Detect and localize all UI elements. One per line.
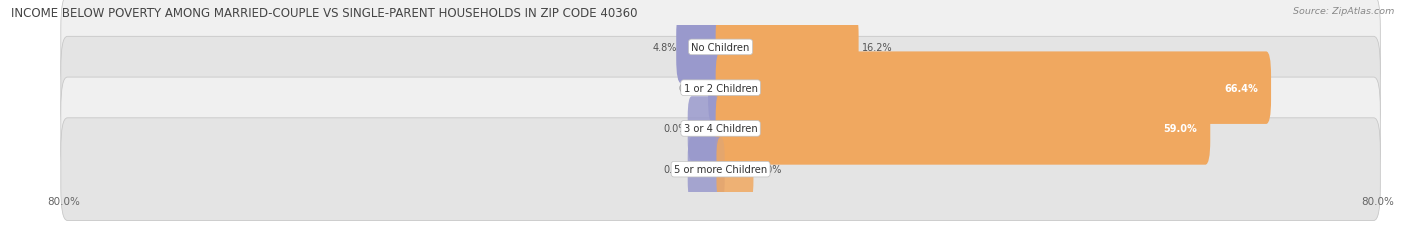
FancyBboxPatch shape [60,0,1381,99]
FancyBboxPatch shape [716,52,1271,124]
Text: 1 or 2 Children: 1 or 2 Children [683,83,758,93]
Text: Source: ZipAtlas.com: Source: ZipAtlas.com [1294,7,1395,16]
Text: 5 or more Children: 5 or more Children [673,164,768,174]
Text: 4.8%: 4.8% [652,43,678,53]
FancyBboxPatch shape [717,137,754,201]
Text: 0.92%: 0.92% [678,83,709,93]
Text: 16.2%: 16.2% [862,43,893,53]
FancyBboxPatch shape [60,37,1381,139]
FancyBboxPatch shape [716,93,1211,165]
FancyBboxPatch shape [688,137,724,201]
Text: 3 or 4 Children: 3 or 4 Children [683,124,758,134]
FancyBboxPatch shape [60,118,1381,221]
Text: 0.0%: 0.0% [664,124,688,134]
FancyBboxPatch shape [688,97,724,161]
Text: 59.0%: 59.0% [1163,124,1197,134]
FancyBboxPatch shape [676,12,725,84]
FancyBboxPatch shape [709,52,725,124]
Text: 0.0%: 0.0% [758,164,782,174]
Text: 0.0%: 0.0% [664,164,688,174]
FancyBboxPatch shape [60,78,1381,180]
Text: 66.4%: 66.4% [1225,83,1258,93]
Text: No Children: No Children [692,43,749,53]
FancyBboxPatch shape [716,12,859,84]
Text: INCOME BELOW POVERTY AMONG MARRIED-COUPLE VS SINGLE-PARENT HOUSEHOLDS IN ZIP COD: INCOME BELOW POVERTY AMONG MARRIED-COUPL… [11,7,638,20]
